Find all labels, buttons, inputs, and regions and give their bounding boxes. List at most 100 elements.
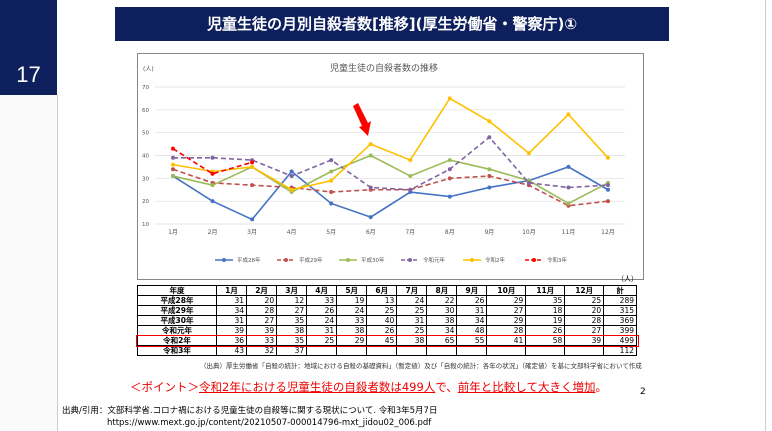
y-tick-label: 20 (142, 199, 149, 205)
data-point (408, 158, 413, 163)
table-cell: 4月 (306, 285, 338, 296)
table-cell: 25 (396, 305, 428, 316)
table-cell: 289 (603, 295, 637, 306)
point-end: 。 (595, 380, 607, 394)
table-cell: 39 (215, 325, 248, 336)
data-point (606, 187, 610, 192)
table-cell: 38 (396, 335, 428, 346)
table-cell: 27 (246, 315, 278, 326)
data-point (606, 155, 610, 160)
data-point (329, 169, 334, 174)
citation: 出典/引用：文部科学省.コロナ禍における児童生徒の自殺等に関する現状について. … (62, 405, 437, 429)
x-tick-label: 2月 (208, 229, 218, 236)
table-cell: 40 (366, 315, 398, 326)
x-tick-label: 10月 (522, 229, 536, 236)
citation-line-1: 出典/引用：文部科学省.コロナ禍における児童生徒の自殺等に関する現状について. … (62, 406, 438, 416)
data-point (329, 158, 334, 163)
table-cell: 27 (486, 305, 527, 316)
table-cell (456, 345, 488, 356)
legend-marker (284, 258, 288, 262)
table-cell: 31 (396, 315, 428, 326)
table-cell: 33 (306, 295, 338, 306)
table-cell: 34 (456, 315, 488, 326)
table-cell: 28 (486, 325, 527, 336)
table-cell: 499 (603, 335, 637, 346)
data-point (566, 201, 571, 206)
series-line (172, 154, 609, 205)
table-cell: 34 (215, 305, 248, 316)
data-point (289, 187, 294, 192)
page-title: 児童生徒の月別自殺者数[推移](厚生労働省・警察庁)① (115, 7, 669, 41)
legend-label: 平成29年 (299, 256, 323, 264)
table-cell: 28 (246, 305, 278, 316)
table-cell (486, 345, 527, 356)
table-cell: 26 (525, 325, 566, 336)
table-cell: 11月 (525, 285, 566, 296)
table-cell: 32 (246, 345, 278, 356)
data-point (566, 185, 571, 190)
data-point (487, 185, 492, 190)
legend-marker (408, 258, 412, 262)
data-point (329, 190, 334, 195)
data-point (171, 146, 175, 151)
legend-marker (222, 258, 226, 262)
table-cell: 7月 (396, 285, 428, 296)
data-point (487, 174, 492, 179)
table-cell: 35 (276, 335, 308, 346)
table-cell: 41 (486, 335, 527, 346)
table-cell: 58 (525, 335, 566, 346)
point-mid: で、 (435, 380, 458, 394)
table-cell (366, 345, 398, 356)
citation-url[interactable]: https://www.mext.go.jp/content/20210507-… (107, 418, 432, 428)
table-cell: 43 (215, 345, 248, 356)
table-cell: 25 (306, 335, 338, 346)
right-border (765, 0, 772, 431)
data-point (526, 151, 531, 156)
x-tick-label: 7月 (405, 229, 415, 236)
table-cell: 39 (246, 325, 278, 336)
data-point (250, 160, 255, 165)
table-row: 令和3年 43 32 37 112 (137, 345, 637, 356)
table-cell: 6月 (366, 285, 398, 296)
point-text-2: 前年と比較して大きく増加 (457, 380, 596, 394)
legend-label: 平成30年 (361, 256, 385, 264)
table-cell: 24 (396, 295, 428, 306)
series-line (172, 97, 609, 191)
table-row: 令和元年 39 39 38 31 38 26 25 34 48 28 26 27 399 (137, 325, 637, 336)
table-cell (336, 345, 368, 356)
sidebar-panel (0, 95, 58, 431)
table-cell: 13 (366, 295, 398, 306)
data-point (250, 164, 255, 169)
series-line (172, 147, 253, 175)
table-cell: 31 (306, 325, 338, 336)
x-tick-label: 1月 (168, 229, 178, 236)
data-point (606, 199, 610, 204)
table-cell: 8月 (426, 285, 458, 296)
data-point (447, 176, 452, 181)
table-cell: 34 (426, 325, 458, 336)
legend-marker (470, 258, 474, 262)
data-point (171, 162, 175, 167)
data-point (368, 185, 373, 190)
table-row: 平成29年 34 28 27 26 24 25 25 30 31 27 18 20 315 (137, 305, 637, 316)
table-cell: 27 (564, 325, 605, 336)
point-text-1: 令和2年における児童生徒の自殺者数は499人 (199, 380, 436, 394)
data-point (368, 153, 373, 158)
table-row: 令和2年 36 33 35 25 29 45 38 65 55 41 58 39 499 (137, 335, 637, 346)
table-cell: 31 (456, 305, 488, 316)
table-cell: 令和3年 (137, 345, 217, 356)
x-tick-label: 8月 (445, 229, 455, 236)
table-cell: 令和2年 (137, 335, 217, 346)
table-cell (525, 345, 566, 356)
data-point (210, 199, 215, 204)
y-tick-label: 50 (142, 131, 149, 137)
data-point (487, 119, 492, 124)
table-cell: 1月 (215, 285, 248, 296)
data-point (250, 183, 255, 188)
data-point (526, 180, 531, 185)
table-cell (564, 345, 605, 356)
table-cell: 平成28年 (137, 295, 217, 306)
data-point (250, 217, 255, 222)
table-row: 平成30年 31 27 35 24 33 40 31 38 34 29 19 28 369 (137, 315, 637, 326)
